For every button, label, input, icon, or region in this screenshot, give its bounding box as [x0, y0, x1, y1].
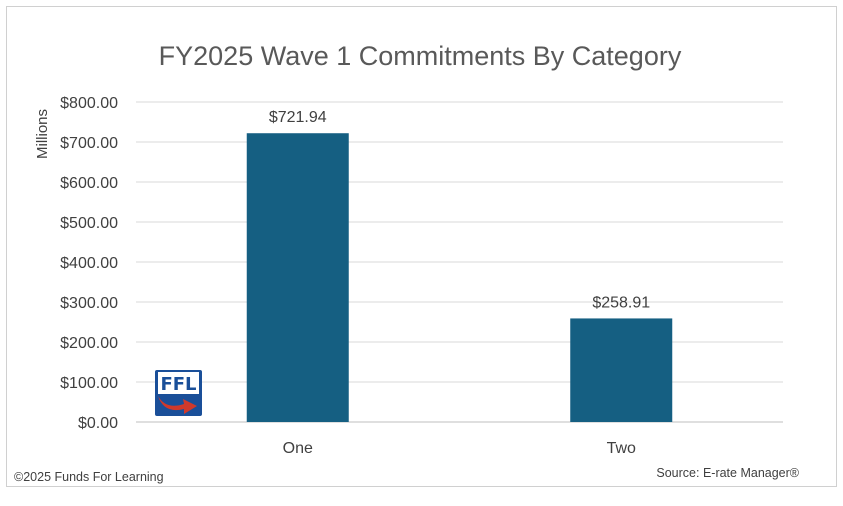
y-tick-label: $100.00 [60, 375, 118, 392]
chart-frame [6, 6, 837, 487]
y-axis-label: Millions [34, 109, 51, 159]
ffl-logo: FFL [155, 370, 202, 416]
y-tick-label: $400.00 [60, 255, 118, 272]
copyright-note: ©2025 Funds For Learning [14, 470, 164, 484]
y-tick-label: $700.00 [60, 135, 118, 152]
category-label: One [283, 440, 313, 457]
chart-title: FY2025 Wave 1 Commitments By Category [159, 41, 682, 71]
y-tick-label: $300.00 [60, 295, 118, 312]
y-tick-label: $200.00 [60, 335, 118, 352]
y-tick-label: $0.00 [78, 415, 118, 432]
bar-one [246, 133, 349, 422]
y-tick-labels: $0.00 $100.00 $200.00 $300.00 $400.00 $500.00… [60, 95, 118, 432]
logo-text: FFL [160, 374, 196, 395]
y-tick-label: $600.00 [60, 175, 118, 192]
source-note: Source: E-rate Manager® [656, 466, 799, 480]
category-label: Two [607, 440, 636, 457]
bar-two [570, 318, 673, 422]
bars [246, 133, 673, 422]
data-label: $721.94 [269, 109, 327, 126]
category-labels: One Two [283, 440, 636, 457]
gridlines [136, 101, 783, 423]
data-label: $258.91 [592, 294, 650, 311]
y-tick-label: $500.00 [60, 215, 118, 232]
data-labels: $721.94 $258.91 [269, 109, 650, 311]
y-tick-label: $800.00 [60, 95, 118, 112]
logo-arrow-icon [158, 396, 197, 414]
